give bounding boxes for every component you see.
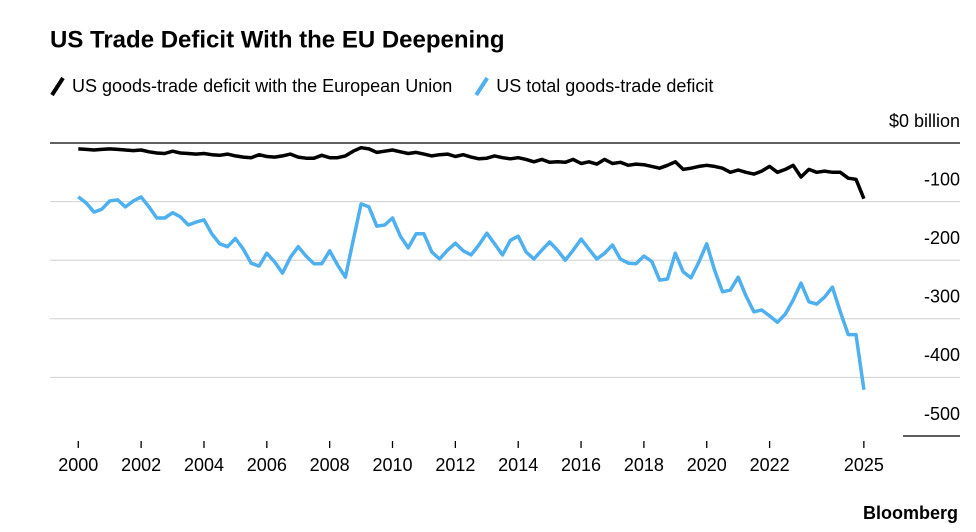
x-tick-label: 2016	[561, 455, 601, 475]
x-tick-label: 2018	[624, 455, 664, 475]
y-tick-label: -100	[924, 169, 960, 189]
x-tick-label: 2008	[310, 455, 350, 475]
y-tick-label: -200	[924, 228, 960, 248]
x-tick-label: 2025	[844, 455, 884, 475]
chart-title: US Trade Deficit With the EU Deepening	[50, 26, 505, 53]
x-tick-label: 2014	[498, 455, 538, 475]
x-tick-label: 2020	[687, 455, 727, 475]
x-tick-label: 2004	[184, 455, 224, 475]
y-tick-label: -400	[924, 345, 960, 365]
legend-label: US goods-trade deficit with the European…	[72, 76, 452, 96]
x-tick-label: 2000	[58, 455, 98, 475]
legend-label: US total goods-trade deficit	[496, 76, 713, 96]
source: Bloomberg	[863, 503, 958, 523]
legend-swatch	[50, 76, 65, 97]
x-tick-label: 2002	[121, 455, 161, 475]
legend-swatch	[474, 76, 489, 97]
series-line	[77, 195, 866, 390]
x-tick-label: 2012	[435, 455, 475, 475]
x-tick-label: 2006	[247, 455, 287, 475]
y-tick-label: -500	[924, 404, 960, 424]
x-tick-label: 2022	[750, 455, 790, 475]
series-line	[78, 145, 866, 200]
y-tick-label: $0 billion	[889, 111, 960, 131]
y-tick-label: -300	[924, 287, 960, 307]
x-tick-label: 2010	[372, 455, 412, 475]
